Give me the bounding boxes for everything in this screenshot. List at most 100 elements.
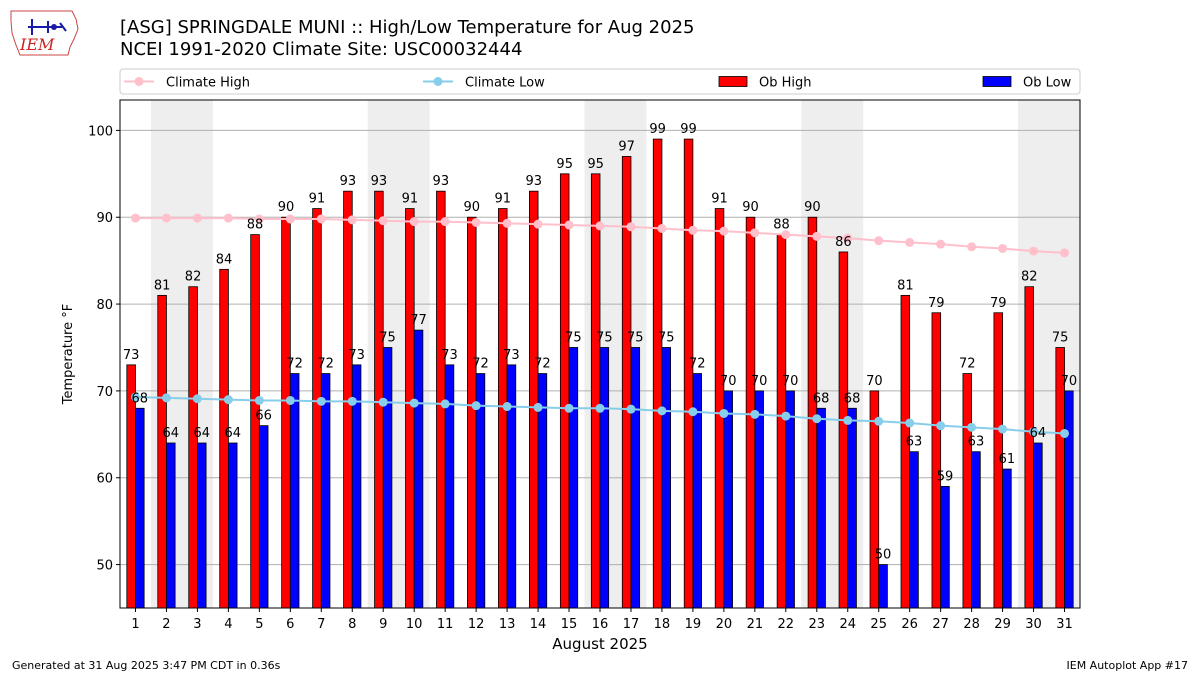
ob-low-bar <box>135 407 145 609</box>
y-tick-label: 100 <box>88 124 113 139</box>
y-tick-label: 70 <box>96 385 113 400</box>
ob-high-bar <box>652 138 663 609</box>
ob-high-bar <box>807 216 818 609</box>
climate-high-point <box>409 217 419 227</box>
ob-low-bar <box>166 442 176 609</box>
ob-low-label: 72 <box>286 357 303 372</box>
climate-high-point <box>843 233 853 243</box>
ob-low-bar <box>940 486 950 609</box>
climate-high-point <box>130 213 140 223</box>
ob-low-label: 73 <box>348 348 365 363</box>
ob-low-label: 64 <box>163 426 180 441</box>
x-tick-label: 21 <box>747 617 764 632</box>
climate-low-point <box>409 398 419 408</box>
ob-high-label: 86 <box>835 235 852 250</box>
ob-high-label: 93 <box>433 174 450 189</box>
x-tick-label: 15 <box>561 617 578 632</box>
x-tick-label: 24 <box>839 617 856 632</box>
x-tick-label: 14 <box>530 617 547 632</box>
climate-high-point <box>533 219 543 229</box>
x-tick-label: 31 <box>1056 617 1073 632</box>
ob-high-bar <box>281 216 291 609</box>
climate-low-point <box>843 415 853 425</box>
ob-high-label: 90 <box>278 200 295 215</box>
ob-low-label: 75 <box>596 330 613 345</box>
ob-high-bar <box>590 173 601 609</box>
climate-low-point <box>502 402 512 412</box>
ob-low-label: 73 <box>441 348 458 363</box>
x-tick-label: 18 <box>654 617 671 632</box>
ob-low-label: 73 <box>503 348 520 363</box>
climate-low-point <box>1029 427 1039 437</box>
ob-low-bar <box>289 373 300 609</box>
x-tick-label: 10 <box>406 617 423 632</box>
ob-low-label: 61 <box>999 452 1016 467</box>
ob-low-bar <box>909 451 919 609</box>
ob-high-label: 81 <box>897 278 914 293</box>
climate-high-point <box>998 243 1008 253</box>
x-tick-label: 1 <box>131 617 139 632</box>
ob-low-label: 64 <box>193 426 210 441</box>
climate-high-point <box>316 214 326 224</box>
ob-high-bar <box>405 208 415 609</box>
ob-low-label: 59 <box>937 469 954 484</box>
legend-bar-swatch <box>982 76 1012 87</box>
ob-low-label: 68 <box>844 391 861 406</box>
x-tick-label: 9 <box>379 617 387 632</box>
ob-high-label: 90 <box>464 200 481 215</box>
ob-low-bar <box>506 364 517 609</box>
ob-high-bar <box>467 216 477 609</box>
climate-low-point <box>378 397 388 407</box>
ob-high-bar <box>714 208 725 609</box>
y-tick-label: 90 <box>96 211 113 226</box>
ob-high-label: 90 <box>804 200 821 215</box>
climate-low-point <box>874 416 884 426</box>
climate-low-point <box>316 396 326 406</box>
x-axis-label: August 2025 <box>552 635 647 653</box>
ob-low-bar <box>382 347 393 609</box>
ob-high-label: 88 <box>773 218 790 233</box>
ob-high-bar <box>683 138 694 609</box>
ob-high-label: 93 <box>340 174 357 189</box>
ob-low-bar <box>258 425 269 609</box>
climate-high-point <box>254 214 264 224</box>
ob-low-label: 72 <box>472 357 489 372</box>
climate-low-point <box>936 421 946 431</box>
ob-low-bar <box>197 442 207 609</box>
ob-low-label: 70 <box>782 374 799 389</box>
climate-low-point <box>533 402 543 412</box>
y-axis-label: Temperature °F <box>61 304 76 405</box>
ob-high-bar <box>838 251 849 609</box>
ob-high-bar <box>157 294 167 609</box>
climate-low-point <box>750 409 760 419</box>
climate-low-point <box>626 404 636 414</box>
ob-high-label: 91 <box>309 192 326 207</box>
ob-low-bar <box>413 329 424 609</box>
legend-label: Ob High <box>759 76 812 91</box>
ob-high-label: 93 <box>371 174 388 189</box>
x-tick-label: 7 <box>317 617 325 632</box>
climate-high-point <box>967 242 977 252</box>
climate-high-point <box>688 225 698 235</box>
climate-low-point <box>161 393 171 403</box>
ob-low-bar <box>847 407 857 609</box>
legend-box <box>119 68 1081 95</box>
climate-high-point <box>595 221 605 231</box>
ob-high-label: 93 <box>525 174 542 189</box>
climate-low-point <box>595 403 605 413</box>
logo-text: IEM <box>19 35 55 54</box>
ob-low-label: 75 <box>379 330 396 345</box>
climate-high-point <box>657 224 667 234</box>
x-tick-label: 3 <box>193 617 201 632</box>
ob-high-bar <box>312 208 322 609</box>
ob-high-label: 82 <box>185 270 202 285</box>
x-tick-label: 22 <box>778 617 795 632</box>
ob-low-bar <box>599 347 610 609</box>
ob-low-bar <box>320 373 331 609</box>
y-tick-label: 80 <box>96 298 113 313</box>
ob-high-label: 84 <box>216 252 233 267</box>
ob-high-bar <box>776 234 787 609</box>
climate-low-point <box>812 414 822 424</box>
ob-low-bar <box>785 390 795 609</box>
ob-low-label: 70 <box>1061 374 1078 389</box>
